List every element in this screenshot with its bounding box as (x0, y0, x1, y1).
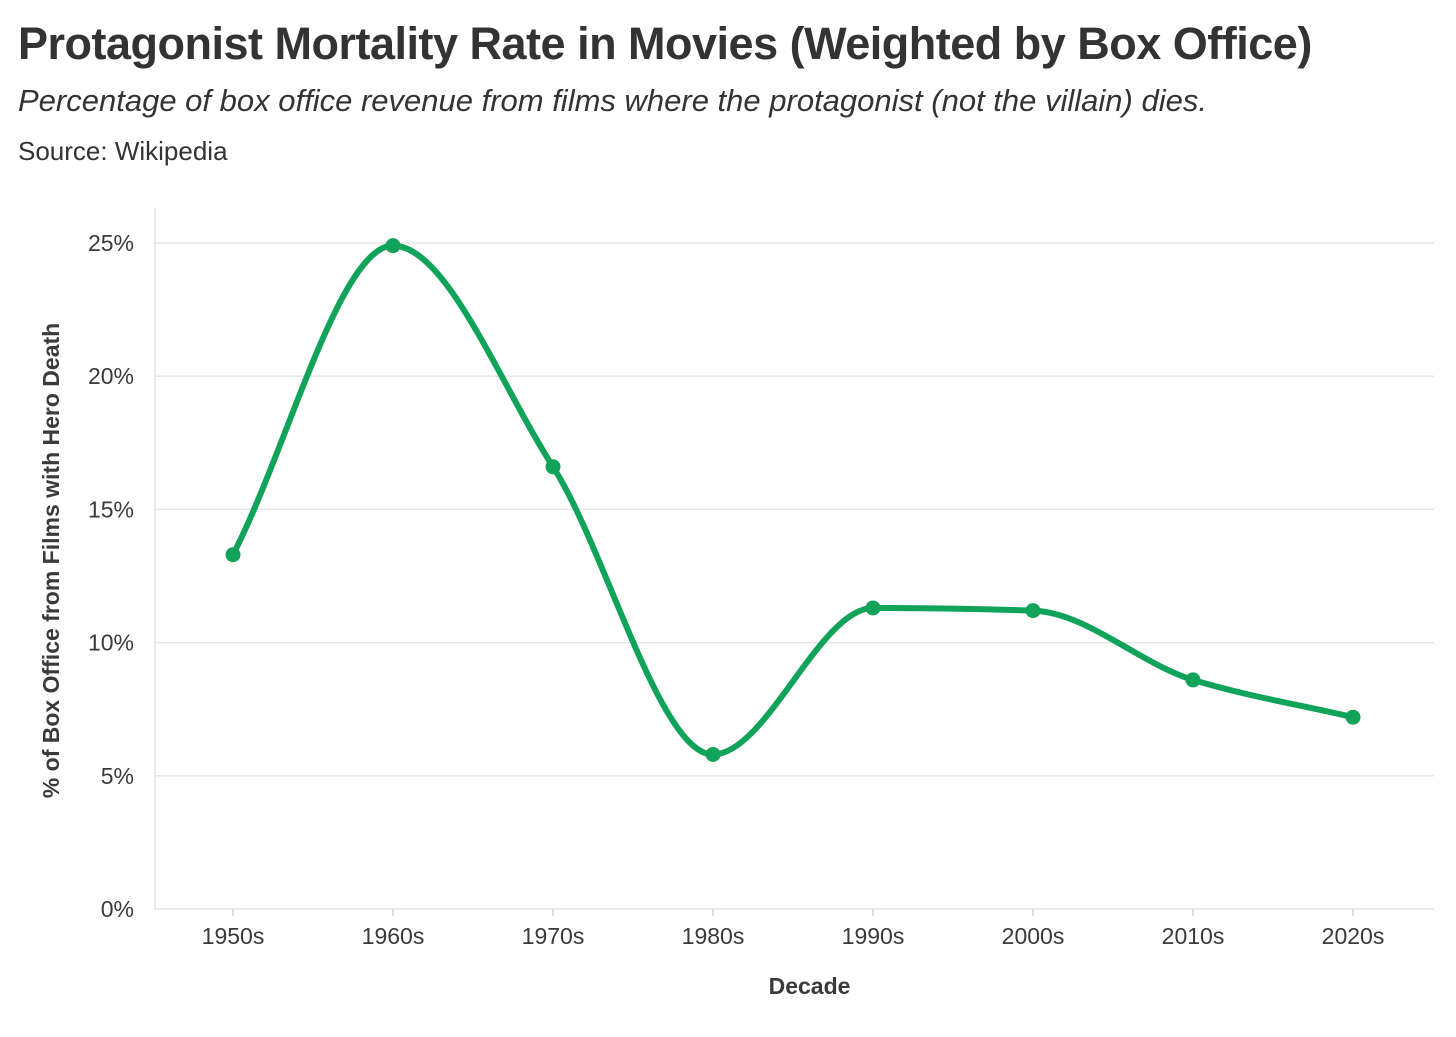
data-point-1950s (225, 547, 241, 563)
x-axis-label: Decade (769, 973, 851, 999)
y-axis-label: % of Box Office from Films with Hero Dea… (38, 323, 64, 798)
series-line-layer (230, 242, 1356, 758)
axes (154, 208, 1434, 916)
data-point-1990s (865, 600, 881, 616)
chart-subtitle: Percentage of box office revenue from fi… (18, 83, 1207, 118)
x-tick-label-1970s: 1970s (522, 923, 585, 949)
data-point-1960s (385, 238, 401, 254)
chart-title: Protagonist Mortality Rate in Movies (We… (18, 18, 1312, 69)
y-tick-label-15: 15% (88, 496, 134, 522)
y-tick-label-5: 5% (101, 763, 134, 789)
x-tick-label-1990s: 1990s (842, 923, 905, 949)
data-points (225, 238, 1361, 762)
x-tick-label-2000s: 2000s (1002, 923, 1065, 949)
data-point-1980s (705, 746, 721, 762)
y-tick-label-0: 0% (101, 896, 134, 922)
y-tick-labels: 0% 5% 10% 15% 20% 25% (88, 230, 134, 922)
chart-source: Source: Wikipedia (18, 136, 228, 166)
x-tick-label-2010s: 2010s (1162, 923, 1225, 949)
y-tick-label-20: 20% (88, 363, 134, 389)
series-line (230, 242, 1356, 758)
gridlines (155, 242, 1434, 777)
x-tick-label-1950s: 1950s (202, 923, 265, 949)
x-tick-labels: 1950s 1960s 1970s 1980s 1990s 2000s 2010s 2020s (202, 923, 1385, 949)
x-tick-label-1980s: 1980s (682, 923, 745, 949)
data-point-2010s (1185, 672, 1201, 688)
x-tick-label-2020s: 2020s (1322, 923, 1385, 949)
data-point-2020s (1345, 709, 1361, 725)
data-point-2000s (1025, 603, 1041, 619)
data-point-1970s (545, 459, 561, 475)
y-tick-label-25: 25% (88, 230, 134, 256)
x-tick-label-1960s: 1960s (362, 923, 425, 949)
y-tick-label-10: 10% (88, 630, 134, 656)
